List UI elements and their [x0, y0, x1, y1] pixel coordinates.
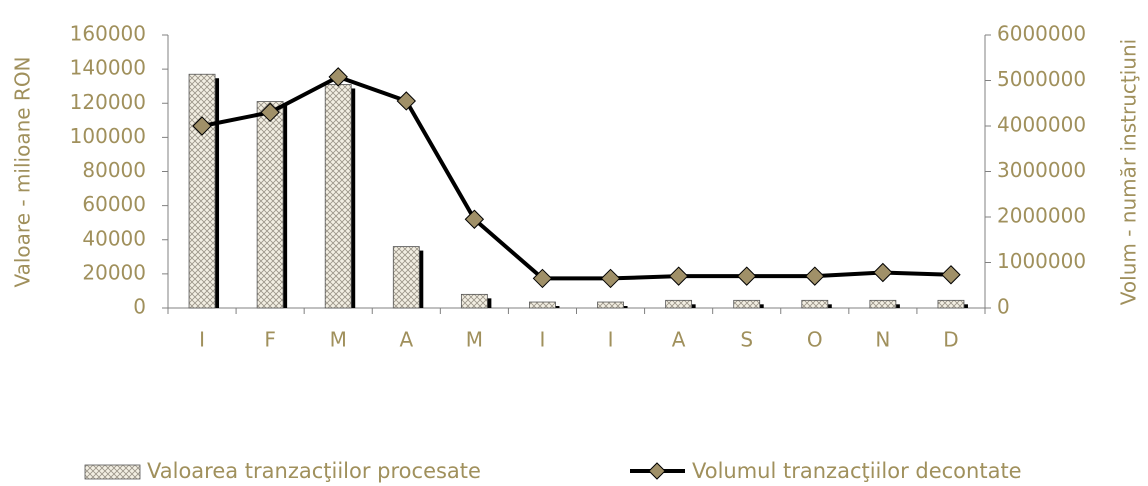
marker — [328, 67, 348, 87]
legend-marker — [648, 462, 666, 480]
bar — [392, 246, 420, 309]
bar — [869, 299, 897, 309]
bar — [597, 301, 624, 309]
marker — [464, 209, 485, 229]
legend-label: Valoarea tranzacţiilor procesate — [147, 459, 481, 483]
x-tick-label: A — [399, 328, 413, 352]
marker — [873, 262, 893, 283]
marker — [668, 266, 689, 286]
y-tick-label: 100000 — [70, 124, 146, 148]
bar — [665, 299, 693, 309]
y2-tick-label: 1000000 — [997, 249, 1086, 273]
bar — [529, 301, 556, 309]
x-tick-label: A — [672, 328, 686, 352]
y2-tick-label: 0 — [997, 295, 1010, 319]
marker — [396, 91, 416, 111]
x-tick-label: I — [540, 328, 546, 352]
x-tick-label: O — [807, 328, 823, 352]
y-tick-label: 20000 — [82, 260, 146, 284]
y2-tick-label: 2000000 — [997, 204, 1086, 228]
y-tick-label: 0 — [133, 295, 146, 319]
y2-tick-label: 5000000 — [997, 67, 1086, 91]
legend-label: Volumul tranzacţiilor decontate — [692, 459, 1022, 483]
y-axis-label: Valoare - milioane RON — [11, 56, 35, 287]
marker — [532, 268, 553, 289]
y2-axis-label: Volum - număr instrucţiuni — [1117, 39, 1141, 305]
x-tick-label: F — [264, 328, 276, 352]
y2-tick-label: 3000000 — [997, 158, 1086, 182]
x-tick-label: S — [740, 328, 753, 352]
marker — [192, 116, 212, 136]
bar — [460, 293, 488, 309]
bar — [937, 299, 965, 309]
y2-tick-label: 6000000 — [997, 22, 1086, 46]
marker — [600, 268, 621, 289]
bar — [256, 101, 284, 309]
x-tick-label: N — [875, 328, 890, 352]
bar — [324, 84, 352, 309]
marker — [260, 102, 280, 123]
bar — [188, 73, 216, 309]
x-tick-label: M — [330, 328, 347, 352]
y-tick-label: 60000 — [82, 192, 146, 216]
y-tick-label: 40000 — [82, 226, 146, 250]
marker — [941, 265, 961, 285]
y2-tick-label: 4000000 — [997, 113, 1086, 137]
x-tick-label: D — [943, 328, 958, 352]
bar — [733, 299, 761, 309]
bar — [801, 299, 829, 309]
legend-swatch — [84, 464, 141, 480]
line — [201, 74, 952, 281]
y-tick-label: 160000 — [70, 22, 146, 46]
marker — [805, 266, 825, 286]
y-tick-label: 140000 — [70, 56, 146, 80]
x-tick-label: M — [466, 328, 483, 352]
x-tick-label: I — [199, 328, 205, 352]
y-tick-label: 120000 — [70, 90, 146, 114]
x-tick-label: I — [608, 328, 614, 352]
y-tick-label: 80000 — [82, 158, 146, 182]
marker — [737, 266, 757, 286]
